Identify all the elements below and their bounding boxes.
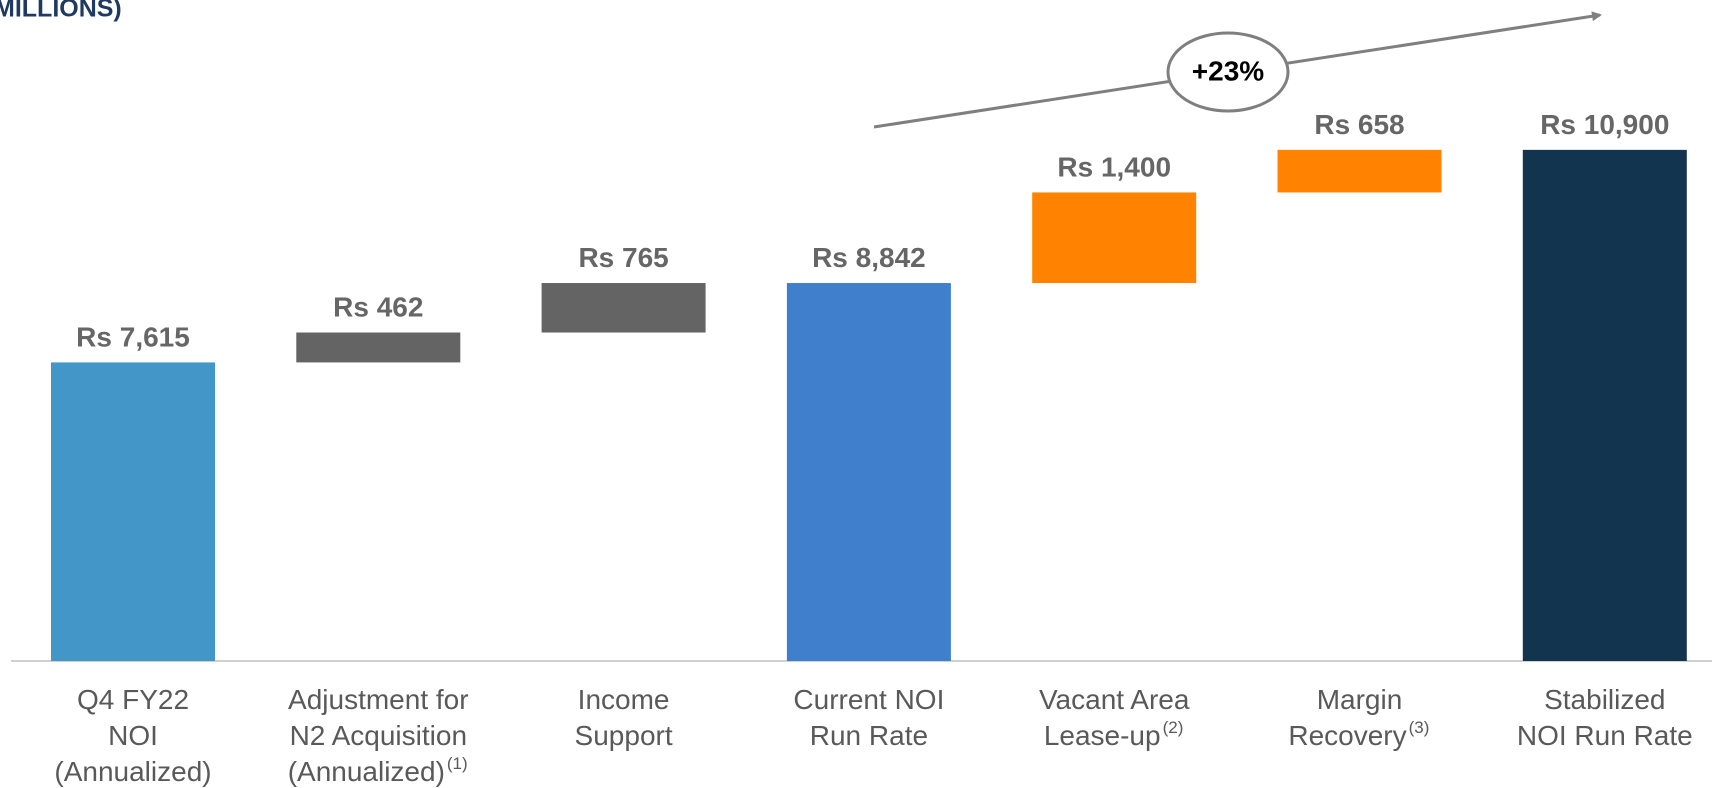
x-tick-label: NOI Run Rate (1517, 720, 1693, 751)
x-tick-label: Stabilized (1544, 684, 1665, 715)
x-tick-label: Margin (1317, 684, 1403, 715)
x-tick-label: N2 Acquisition (290, 720, 467, 751)
x-tick-label: Q4 FY22 (77, 684, 189, 715)
value-label: Rs 1,400 (1057, 151, 1171, 182)
chart-title: MILLIONS) (0, 0, 122, 23)
x-tick-label: (Annualized) (288, 756, 445, 787)
bar (786, 283, 951, 661)
footnote-mark: (3) (1409, 718, 1430, 737)
x-tick-label: (Annualized) (54, 756, 211, 787)
footnote-mark: (2) (1163, 718, 1184, 737)
annotation: +23% (1192, 55, 1264, 86)
x-tick-label: Support (575, 720, 673, 751)
value-label: Rs 765 (578, 242, 668, 273)
value-label: Rs 7,615 (76, 321, 190, 352)
x-tick-label: Run Rate (810, 720, 928, 751)
bar (1032, 192, 1197, 284)
bar (296, 332, 461, 363)
x-tick-label: Current NOI (793, 684, 944, 715)
bar (51, 362, 215, 661)
x-tick-label: Lease-up (1044, 720, 1161, 751)
value-label: Rs 8,842 (812, 242, 926, 273)
x-tick-label: Income (578, 684, 670, 715)
bar (1277, 149, 1442, 193)
x-tick-label: Adjustment for (288, 684, 469, 715)
value-label: Rs 10,900 (1540, 109, 1669, 140)
value-label: Rs 462 (333, 292, 423, 323)
footnote-mark: (1) (447, 754, 468, 773)
x-tick-label: Vacant Area (1039, 684, 1190, 715)
annotation-bubble (1166, 31, 1290, 113)
value-label: Rs 658 (1314, 109, 1404, 140)
bar (1522, 149, 1687, 661)
bar (541, 283, 706, 333)
x-tick-label: NOI (108, 720, 158, 751)
x-tick-label: Recovery (1288, 720, 1406, 751)
